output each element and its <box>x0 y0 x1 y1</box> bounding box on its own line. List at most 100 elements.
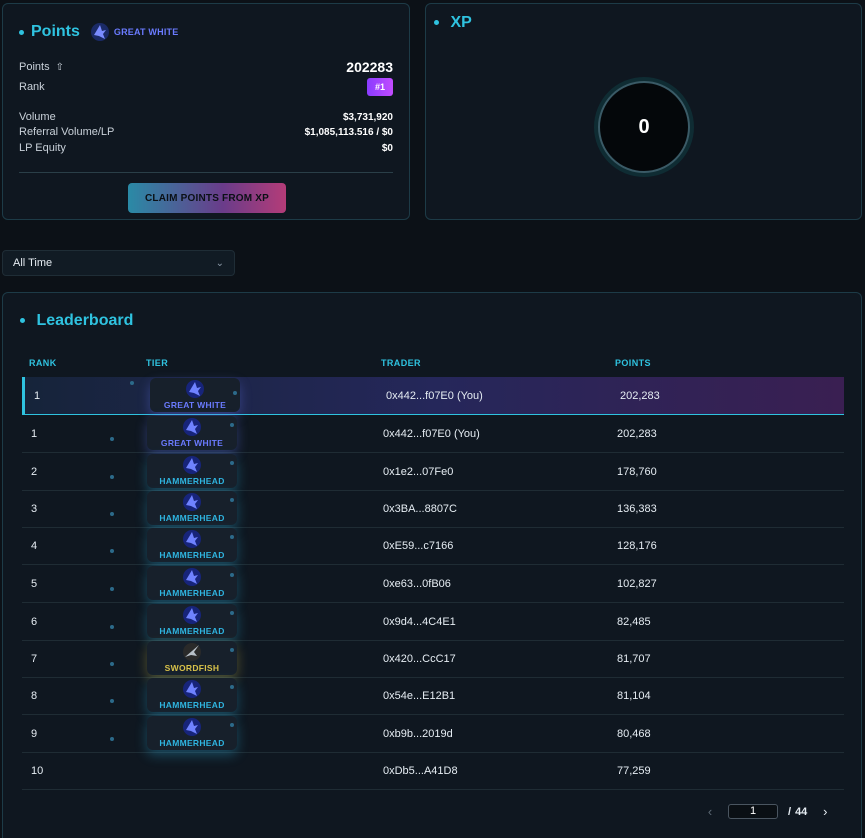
column-header-trader[interactable]: TRADER <box>381 358 421 368</box>
hammerhead-shark-icon <box>183 493 201 511</box>
chevron-down-icon: ⌄ <box>215 257 224 269</box>
bullet-dot <box>20 318 25 324</box>
tier-name: HAMMERHEAD <box>159 476 225 486</box>
trader-address[interactable]: 0xb9b...2019d <box>383 727 453 740</box>
points-cell: 77,259 <box>617 764 651 777</box>
xp-value-circle: 0 <box>598 81 690 173</box>
trader-address[interactable]: 0xDb5...A41D8 <box>383 764 458 777</box>
lp-equity-row: LP Equity $0 <box>19 142 393 154</box>
next-page-button[interactable]: › <box>823 804 828 819</box>
rank-cell: 7 <box>31 652 38 665</box>
trader-address[interactable]: 0x9d4...4C4E1 <box>383 615 456 628</box>
points-cell: 80,468 <box>617 727 651 740</box>
rank-label: Rank <box>19 81 45 93</box>
points-cell: 82,485 <box>617 615 651 628</box>
table-row[interactable]: 7 SWORDFISH 0x420...CcC17 81,707 <box>22 640 844 678</box>
points-label: Points <box>19 61 50 73</box>
trader-address[interactable]: 0x3BA...8807C <box>383 502 457 515</box>
divider <box>19 172 393 173</box>
lp-equity-value: $0 <box>381 142 393 154</box>
table-row[interactable]: 5 HAMMERHEAD 0xe63...0fB06 102,827 <box>22 565 844 603</box>
decor-dot <box>230 461 234 465</box>
rank-row: Rank #1 <box>19 78 393 96</box>
points-cell: 202,283 <box>620 389 660 402</box>
decor-dot <box>110 699 114 703</box>
tier-name: GREAT WHITE <box>163 400 227 410</box>
tier-label: GREAT WHITE <box>113 27 179 37</box>
table-row[interactable]: 4 HAMMERHEAD 0xE59...c7166 128,176 <box>22 527 844 565</box>
table-row[interactable]: 8 HAMMERHEAD 0x54e...E12B1 81,104 <box>22 677 844 715</box>
decor-dot <box>230 573 234 577</box>
decor-dot <box>110 512 114 516</box>
tier-name: HAMMERHEAD <box>159 626 225 636</box>
total-pages: 44 <box>795 805 808 818</box>
hammerhead-shark-icon <box>183 718 201 736</box>
table-row[interactable]: 1 GREAT WHITE 0x442...f07E0 (You) 202,283 <box>22 377 844 415</box>
points-cell: 81,104 <box>617 689 651 702</box>
great-white-shark-icon <box>90 23 109 41</box>
referral-row: Referral Volume/LP $1,085,113.516 / $0 <box>19 126 393 138</box>
xp-header: XP <box>434 14 472 32</box>
lp-equity-label: LP Equity <box>19 142 66 154</box>
column-header-tier[interactable]: TIER <box>146 358 169 368</box>
page-input[interactable]: 1 <box>728 804 778 819</box>
great-white-shark-icon <box>186 380 204 398</box>
tier-name: HAMMERHEAD <box>159 513 225 523</box>
timeframe-select[interactable]: All Time ⌄ <box>2 250 235 276</box>
rank-cell: 1 <box>31 427 38 440</box>
table-row[interactable]: 1 GREAT WHITE 0x442...f07E0 (You) 202,283 <box>22 415 844 453</box>
points-cell: 102,827 <box>617 577 657 590</box>
rank-cell: 1 <box>34 389 41 402</box>
referral-label: Referral Volume/LP <box>19 126 115 138</box>
volume-label: Volume <box>19 111 56 123</box>
decor-dot <box>110 475 114 479</box>
rank-cell: 5 <box>31 577 38 590</box>
trader-address[interactable]: 0xe63...0fB06 <box>383 577 451 590</box>
referral-value: $1,085,113.516 / $0 <box>304 126 393 138</box>
hammerhead-shark-icon <box>183 530 201 548</box>
column-header-points[interactable]: POINTS <box>615 358 651 368</box>
great-white-shark-icon <box>183 418 201 436</box>
column-header-rank[interactable]: RANK <box>29 358 57 368</box>
trader-address[interactable]: 0xE59...c7166 <box>383 539 454 552</box>
decor-dot <box>230 423 234 427</box>
table-row[interactable]: 3 HAMMERHEAD 0x3BA...8807C 136,383 <box>22 490 844 528</box>
tier-badge: HAMMERHEAD <box>147 454 237 488</box>
rank-cell: 8 <box>31 689 38 702</box>
decor-dot <box>110 737 114 741</box>
trader-address[interactable]: 0x442...f07E0 (You) <box>383 427 480 440</box>
decor-dot <box>230 498 234 502</box>
claim-points-button[interactable]: CLAIM POINTS FROM XP <box>128 183 286 213</box>
prev-page-button[interactable]: ‹ <box>707 804 713 819</box>
table-row[interactable]: 6 HAMMERHEAD 0x9d4...4C4E1 82,485 <box>22 603 844 641</box>
hammerhead-shark-icon <box>183 456 201 474</box>
trader-address[interactable]: 0x420...CcC17 <box>383 652 456 665</box>
decor-dot <box>110 625 114 629</box>
points-cell: 202,283 <box>617 427 657 440</box>
decor-dot <box>110 662 114 666</box>
table-row[interactable]: 9 HAMMERHEAD 0xb9b...2019d 80,468 <box>22 715 844 753</box>
points-panel: Points GREAT WHITE Points ⇧ 202283 Rank … <box>2 3 410 220</box>
rank-cell: 6 <box>31 615 38 628</box>
trader-address[interactable]: 0x1e2...07Fe0 <box>383 465 454 478</box>
decor-dot <box>230 723 234 727</box>
trader-address[interactable]: 0x442...f07E0 (You) <box>386 389 483 402</box>
decor-dot <box>233 391 237 395</box>
volume-row: Volume $3,731,920 <box>19 111 393 123</box>
timeframe-value: All Time <box>13 257 53 269</box>
volume-value: $3,731,920 <box>342 111 393 123</box>
xp-title: XP <box>450 14 472 31</box>
rank-cell: 10 <box>31 764 44 777</box>
tier-badge: GREAT WHITE <box>147 416 237 450</box>
points-header: Points GREAT WHITE <box>19 22 178 42</box>
tier-name: SWORDFISH <box>164 663 220 673</box>
tier-name: HAMMERHEAD <box>159 550 225 560</box>
upload-icon[interactable]: ⇧ <box>55 62 65 73</box>
table-row[interactable]: 10 0xDb5...A41D8 77,259 <box>22 752 844 790</box>
hammerhead-shark-icon <box>183 568 201 586</box>
trader-address[interactable]: 0x54e...E12B1 <box>383 689 456 702</box>
decor-dot <box>230 685 234 689</box>
page-separator: / <box>788 805 792 818</box>
decor-dot <box>110 549 114 553</box>
table-row[interactable]: 2 HAMMERHEAD 0x1e2...07Fe0 178,760 <box>22 453 844 491</box>
